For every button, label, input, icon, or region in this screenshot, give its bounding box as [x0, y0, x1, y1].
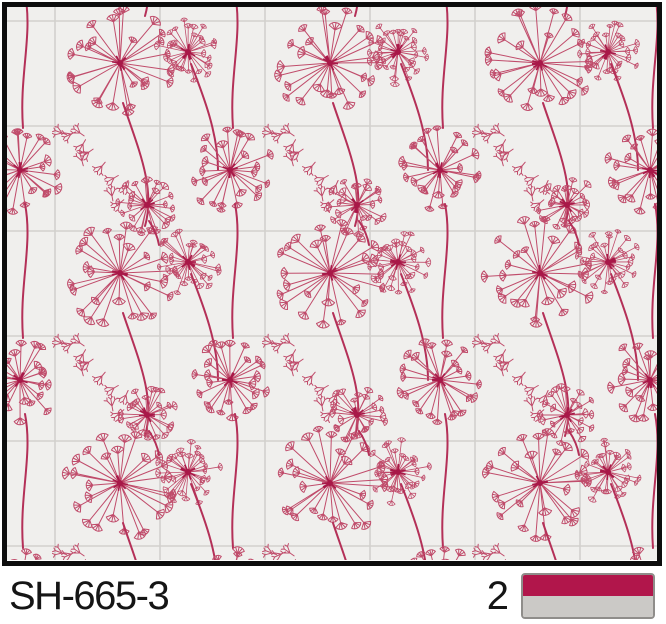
- colorway-number: 2: [486, 574, 509, 618]
- swatch-color-top: [523, 575, 653, 596]
- product-code: SH-665-3: [9, 574, 170, 618]
- colorway-swatch[interactable]: [521, 573, 655, 619]
- pattern-swatch-image: [2, 2, 662, 566]
- swatch-color-bottom: [523, 596, 653, 617]
- label-bar: SH-665-3 2: [0, 568, 666, 624]
- dandelion-pattern-svg: [2, 2, 662, 566]
